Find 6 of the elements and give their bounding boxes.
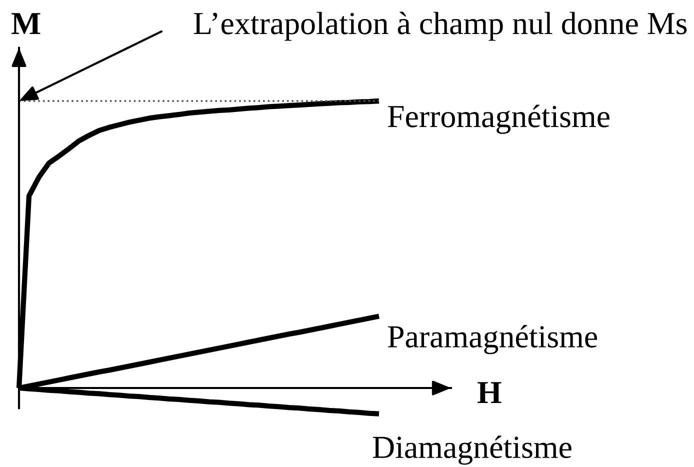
series-label: Paramagnétisme [388, 325, 598, 354]
series-label: Diamagnétisme [372, 436, 572, 465]
x-axis-title: H [478, 382, 502, 403]
series-label: Ferromagnétisme [388, 104, 610, 134]
y-axis-title: M [12, 13, 40, 34]
text: L’extrapolation à champ nul donne Ms [194, 12, 687, 41]
